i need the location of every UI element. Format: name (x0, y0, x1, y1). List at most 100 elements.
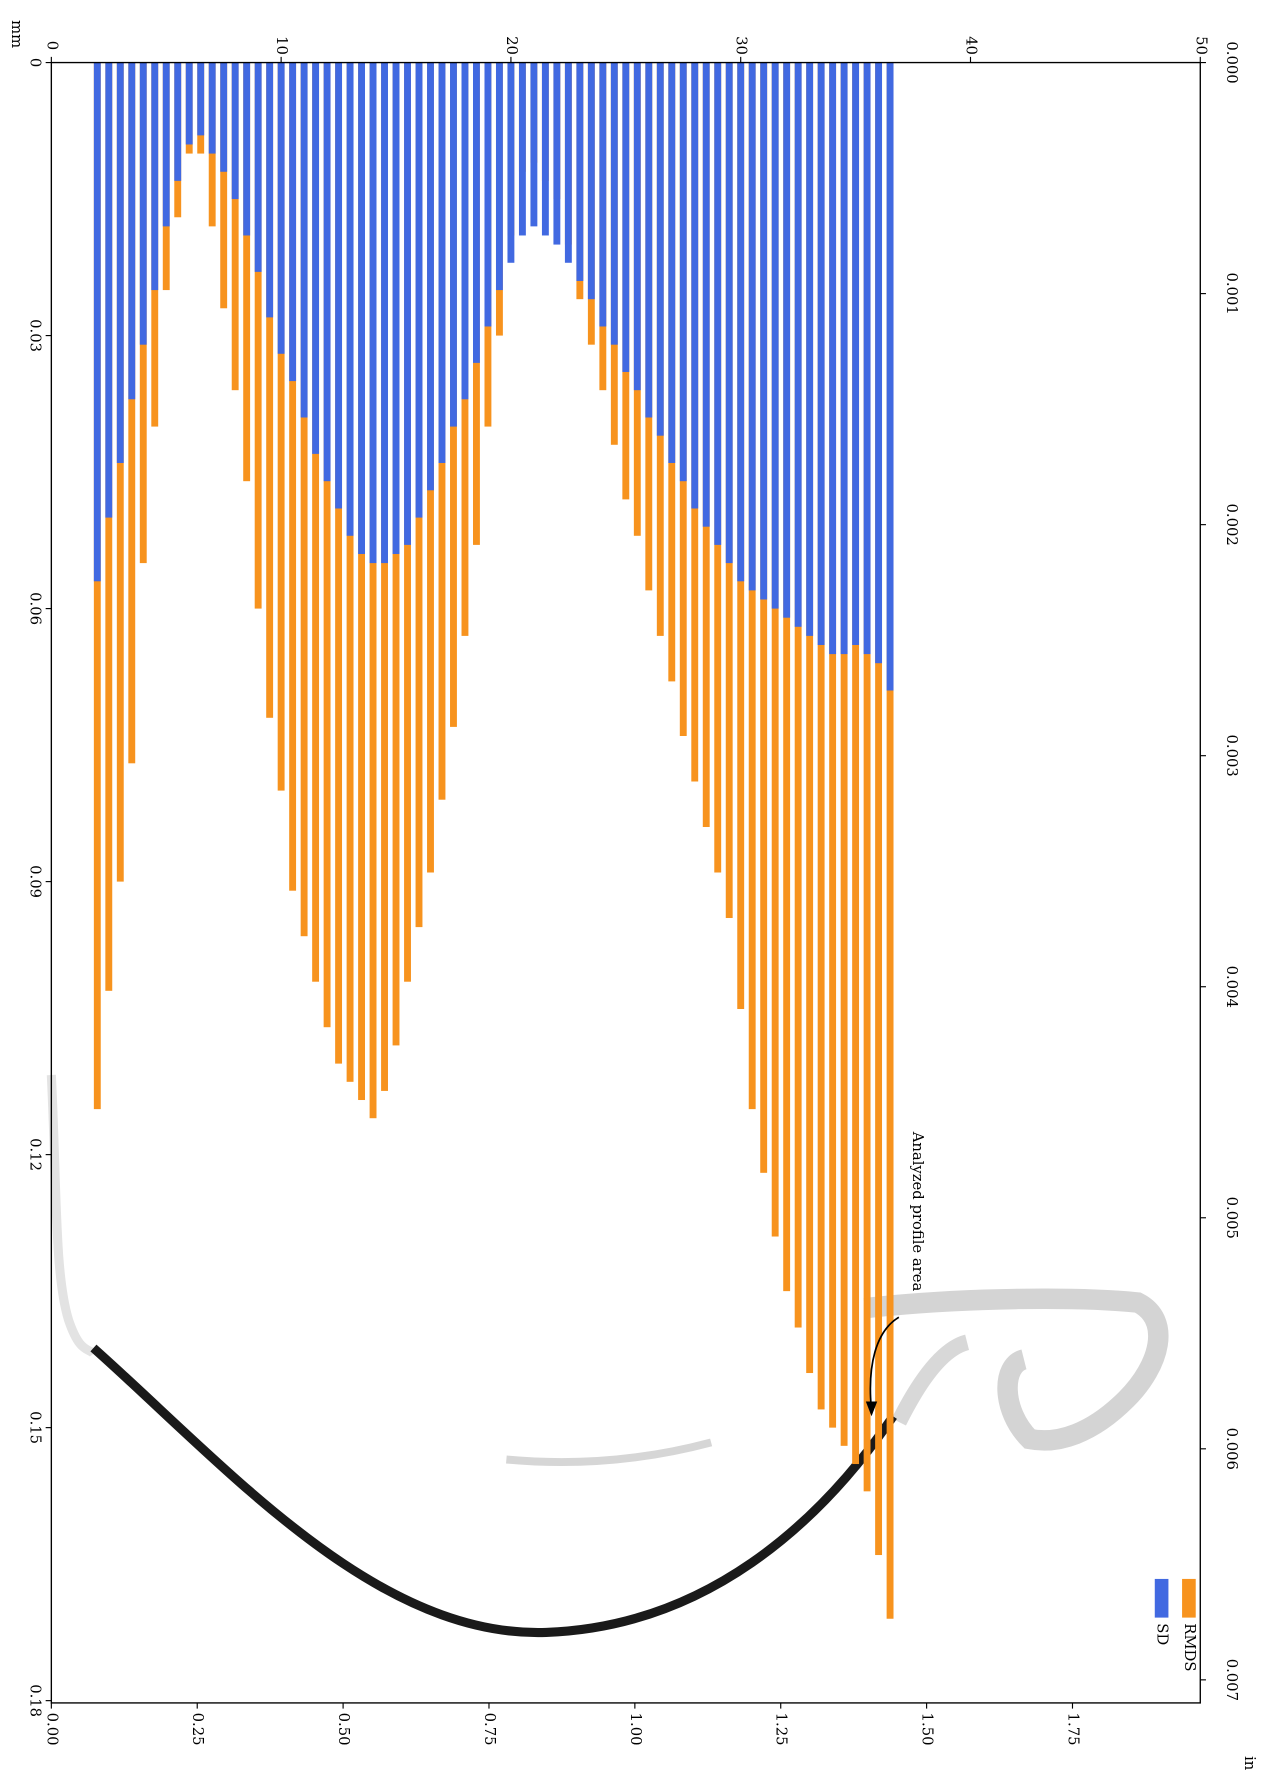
bar (817, 62, 825, 645)
bar (886, 62, 894, 1619)
x-tick-label: 20 (503, 36, 520, 55)
bar (243, 62, 251, 482)
bar (518, 62, 526, 236)
x-tick-label: 50 (1192, 36, 1209, 55)
bar (174, 62, 182, 181)
bar (323, 62, 331, 482)
bar (461, 62, 469, 400)
bar (105, 62, 113, 518)
y-tick-label: 0.06 (26, 592, 43, 625)
plot-frame (50, 61, 1201, 1704)
bar (139, 62, 147, 345)
y-tick-label: 0.03 (26, 319, 43, 352)
bar (645, 62, 653, 418)
bar (530, 62, 538, 227)
legend-label: SD (1154, 1623, 1171, 1645)
x2-tick-label: 0.25 (189, 1713, 206, 1746)
y2-tick-label: 0.002 (1223, 504, 1240, 546)
bar (599, 62, 607, 327)
bar (553, 62, 561, 245)
profile-image (46, 1074, 1169, 1637)
bar (438, 62, 446, 463)
x-tick-label: 0 (43, 41, 60, 50)
bar (875, 62, 883, 1556)
x2-tick-label: 0.50 (335, 1713, 352, 1746)
bar (231, 62, 239, 200)
x-tick-label: 40 (962, 36, 979, 55)
bar (128, 62, 136, 764)
bar (151, 62, 159, 291)
bar (622, 62, 630, 372)
bar (829, 62, 837, 655)
bar (105, 62, 113, 991)
bar (794, 62, 802, 627)
bar (300, 62, 308, 937)
x2-tick-label: 0.75 (481, 1713, 498, 1746)
legend-swatch (1182, 1578, 1196, 1618)
x2-tick-label: 1.50 (919, 1713, 936, 1746)
y-tick-label: 0 (26, 58, 43, 67)
y2-tick-label: 0.006 (1223, 1428, 1240, 1470)
bar (358, 62, 366, 1101)
bar (277, 62, 285, 791)
bar (346, 62, 354, 536)
y2-tick-label: 0.004 (1223, 966, 1240, 1008)
bar (817, 62, 825, 1410)
bar (266, 62, 274, 318)
bar (691, 62, 699, 509)
bar (346, 62, 354, 1082)
bar (725, 62, 733, 564)
annotation-arrow (869, 1316, 900, 1411)
bar (335, 62, 343, 1064)
bar (610, 62, 618, 345)
bar (185, 62, 193, 145)
bar (220, 62, 228, 309)
bar (220, 62, 228, 172)
bar (806, 62, 814, 636)
bar (162, 62, 170, 227)
bar (863, 62, 871, 1492)
x2-tick-label: 1.00 (627, 1713, 644, 1746)
legend-label: RMDS (1181, 1623, 1198, 1671)
bar (266, 62, 274, 718)
bar (116, 62, 124, 463)
bar (760, 62, 768, 600)
y-tick-label: 0.09 (26, 865, 43, 898)
bar (748, 62, 756, 591)
bar (427, 62, 434, 491)
x-tick-label: 10 (273, 36, 290, 55)
bar (633, 62, 641, 391)
bar (576, 62, 584, 281)
bar (231, 62, 239, 391)
bar (369, 62, 377, 564)
bar (840, 62, 848, 1446)
bar (116, 62, 124, 882)
bar (289, 62, 297, 382)
bar (875, 62, 883, 664)
bar (760, 62, 768, 1173)
bar (289, 62, 297, 891)
y2-tick-label: 0.005 (1223, 1197, 1240, 1239)
bar (128, 62, 136, 400)
bar (783, 62, 791, 618)
bar (679, 62, 687, 482)
x2-tick-label: 1.25 (773, 1713, 790, 1746)
bar (587, 62, 595, 300)
bar (404, 62, 411, 545)
bar (197, 62, 205, 136)
bar (450, 62, 457, 427)
bar (277, 62, 285, 354)
x2-tick-label: 0.00 (43, 1713, 60, 1746)
bar (806, 62, 814, 1374)
bar (484, 62, 492, 327)
bar (243, 62, 251, 236)
y2-tick-label: 0.003 (1223, 735, 1240, 777)
y2-tick-label: 0.001 (1223, 272, 1240, 314)
bar (369, 62, 377, 1119)
x-tick-label: 30 (733, 36, 750, 55)
bar (254, 62, 262, 272)
y2-tick-label: 0.000 (1223, 41, 1240, 83)
bar (863, 62, 871, 655)
bar (323, 62, 331, 1028)
